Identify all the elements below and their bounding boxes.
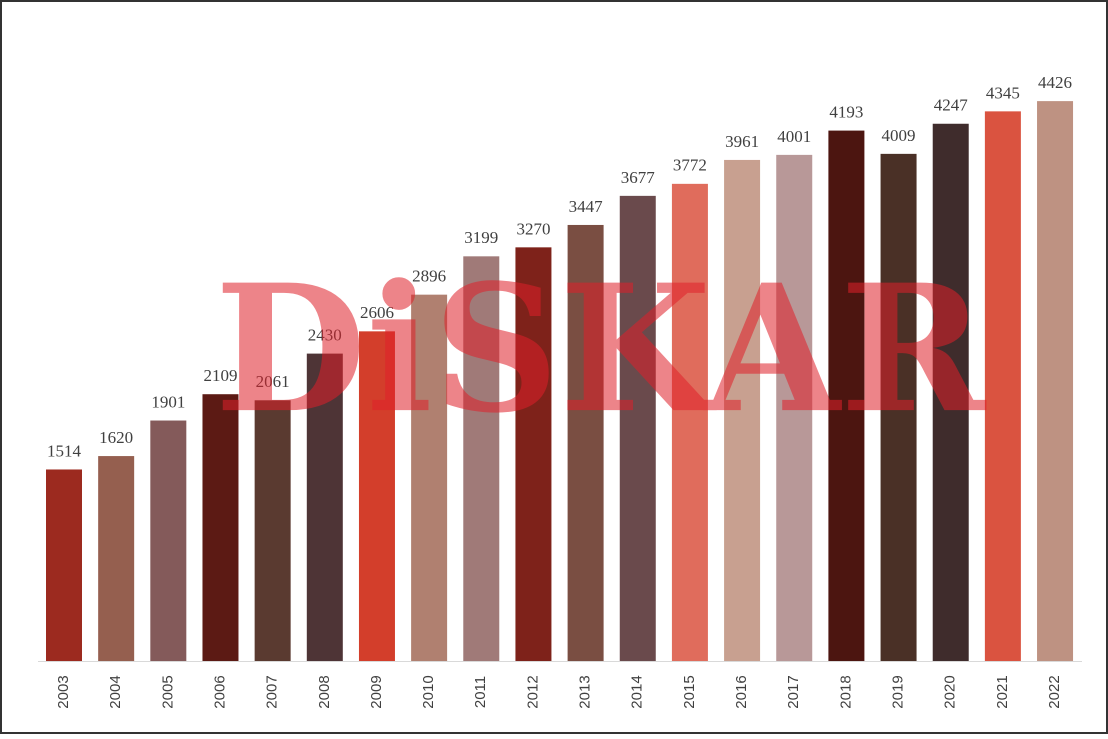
- watermark: DiSKAR: [215, 247, 987, 452]
- x-tick-label: 2020: [942, 675, 959, 708]
- x-tick-label: 2018: [837, 675, 854, 708]
- data-label: 3772: [673, 156, 707, 175]
- x-tick-label: 2019: [890, 675, 907, 708]
- x-tick-label: 2022: [1046, 675, 1063, 708]
- bar: [828, 130, 865, 661]
- data-label: 3199: [464, 228, 498, 247]
- x-tick-label: 2015: [681, 675, 698, 708]
- bar: [932, 123, 969, 661]
- bar: [619, 195, 656, 661]
- x-tick-label: 2017: [785, 675, 802, 708]
- bar: [463, 256, 500, 661]
- bar: [358, 331, 395, 661]
- x-tick-label: 2013: [577, 675, 594, 708]
- data-label: 2430: [308, 326, 342, 345]
- x-tick-label: 2007: [264, 675, 281, 708]
- x-tick-label: 2008: [316, 675, 333, 708]
- bar: [671, 183, 708, 662]
- bar: [567, 224, 604, 661]
- bar: [202, 394, 239, 661]
- data-label: 2606: [360, 303, 394, 322]
- data-label: 3677: [621, 168, 656, 187]
- data-label: 4001: [777, 127, 811, 146]
- bar: [880, 153, 917, 661]
- x-tick-label: 2004: [107, 675, 124, 708]
- data-label: 4193: [829, 102, 863, 121]
- data-label: 2109: [203, 366, 237, 385]
- x-tick-label: 2011: [472, 676, 489, 708]
- data-label: 1901: [151, 392, 185, 411]
- x-tick-label: 2010: [420, 675, 437, 708]
- data-label: 3961: [725, 132, 759, 151]
- bar: [776, 154, 813, 661]
- data-label: 4426: [1038, 73, 1072, 92]
- bar: [515, 247, 552, 661]
- x-tick-label: 2006: [211, 675, 228, 708]
- data-label: 4009: [882, 126, 916, 145]
- x-tick-label: 2016: [733, 675, 750, 708]
- bar: [1037, 101, 1074, 661]
- data-label: 4247: [934, 96, 969, 115]
- bar: [254, 400, 291, 661]
- data-label: 2896: [412, 267, 446, 286]
- bar: [724, 159, 761, 661]
- x-tick-label: 2021: [994, 675, 1011, 708]
- x-tick-label: 2003: [55, 675, 72, 708]
- x-tick-label: 2005: [159, 675, 176, 708]
- data-label: 4345: [986, 83, 1020, 102]
- data-label: 1620: [99, 428, 133, 447]
- x-tick-label: 2014: [629, 675, 646, 708]
- bar: [46, 469, 82, 661]
- bar: [411, 294, 448, 661]
- data-label: 2061: [256, 372, 290, 391]
- data-label: 3447: [569, 197, 604, 216]
- bar: [98, 456, 135, 661]
- data-label: 1514: [47, 441, 82, 460]
- bar: [306, 353, 343, 661]
- data-label: 3270: [516, 219, 550, 238]
- bar: [984, 111, 1021, 662]
- x-tick-label: 2012: [524, 675, 541, 708]
- x-tick-label: 2009: [368, 675, 385, 708]
- bar: [150, 420, 187, 661]
